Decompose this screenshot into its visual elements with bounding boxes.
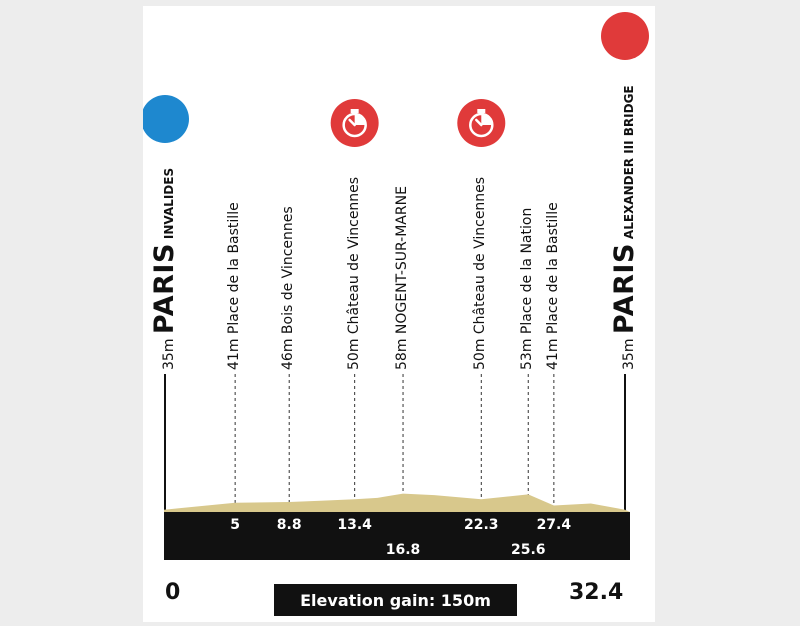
waypoint-name: Place de la Bastille — [226, 202, 243, 335]
start-altitude: 35m — [161, 334, 177, 370]
stage-profile-card: 35m PARIS INVALIDES 35m PARIS ALEXANDER III… — [143, 6, 655, 622]
waypoint-altitude: 46m — [280, 334, 297, 370]
waypoint-km: 8.8 — [276, 517, 302, 533]
waypoint-name: Place de la Bastille — [544, 202, 561, 335]
start-place: INVALIDES — [162, 167, 176, 240]
finish-marker-icon — [601, 12, 649, 60]
waypoint-km: 5 — [230, 517, 241, 533]
finish-label: 35m PARIS ALEXANDER III BRIDGE — [609, 85, 640, 370]
waypoint-label: 46m Bois de Vincennes — [280, 206, 297, 370]
elevation-gain-box: Elevation gain: 150m — [274, 584, 517, 616]
road-band — [164, 512, 630, 560]
waypoint-km: 22.3 — [464, 517, 499, 533]
start-label: 35m PARIS INVALIDES — [149, 167, 180, 370]
waypoint-name: Place de la Nation — [519, 207, 536, 335]
waypoint-label: 58m NOGENT-SUR-MARNE — [394, 186, 411, 370]
elevation-gain-text: Elevation gain: 150m — [300, 590, 491, 610]
waypoint-name: Château de Vincennes — [472, 176, 489, 335]
waypoint-altitude: 50m — [345, 334, 362, 370]
waypoint-label: 50m Château de Vincennes — [345, 176, 362, 370]
waypoint-label: 41m Place de la Bastille — [544, 202, 561, 370]
waypoint-label: 41m Place de la Bastille — [226, 202, 243, 370]
waypoint-altitude: 53m — [519, 334, 536, 370]
waypoint-name: Château de Vincennes — [345, 176, 362, 335]
waypoint-altitude: 41m — [226, 334, 243, 370]
waypoint-name: NOGENT-SUR-MARNE — [394, 186, 411, 335]
waypoint-km: 25.6 — [510, 542, 546, 558]
sprint-stopwatch-icon — [457, 99, 506, 147]
start-city: PARIS — [149, 243, 180, 335]
waypoint-name: Bois de Vincennes — [280, 206, 297, 335]
waypoint-km: 27.4 — [536, 517, 572, 533]
elevation-profile-chart — [143, 12, 649, 560]
waypoint-altitude: 50m — [472, 334, 489, 370]
waypoint-altitude: 58m — [394, 334, 411, 370]
waypoint-label: 53m Place de la Nation — [519, 207, 536, 370]
start-marker-icon — [143, 95, 189, 143]
waypoint-km: 13.4 — [337, 517, 372, 533]
elevation-terrain — [164, 493, 630, 512]
finish-altitude: 35m — [621, 334, 637, 370]
start-distance: 0 — [165, 580, 181, 605]
waypoint-km: 16.8 — [385, 542, 421, 558]
waypoint-altitude: 41m — [544, 334, 561, 370]
end-distance: 32.4 — [569, 580, 624, 605]
finish-city: PARIS — [609, 243, 640, 335]
waypoint-label: 50m Château de Vincennes — [472, 176, 489, 370]
sprint-stopwatch-icon — [330, 99, 379, 147]
finish-place: ALEXANDER III BRIDGE — [622, 85, 636, 240]
